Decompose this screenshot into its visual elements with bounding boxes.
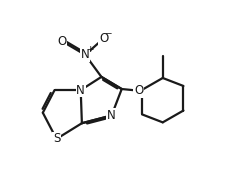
Text: +: +: [86, 45, 93, 54]
Text: −: −: [104, 29, 112, 38]
Text: O: O: [57, 35, 66, 48]
Text: N: N: [76, 84, 85, 97]
Text: N: N: [81, 48, 89, 61]
Text: N: N: [107, 109, 116, 122]
Text: S: S: [53, 132, 60, 145]
Text: O: O: [134, 84, 143, 97]
Text: O: O: [99, 32, 108, 45]
